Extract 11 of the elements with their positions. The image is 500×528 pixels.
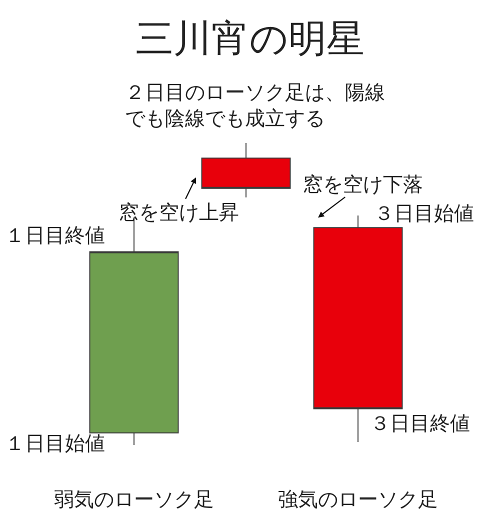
annotation: 窓を空け下落 [303, 172, 423, 196]
annotation: 窓を空け上昇 [119, 200, 239, 224]
annotation: ３日目終値 [370, 411, 470, 435]
candlestick [201, 142, 291, 198]
annotation: １日目始値 [5, 431, 105, 455]
x-tick-label: 強気のローソク足 [278, 487, 438, 511]
annotation: ３日目始値 [374, 201, 474, 225]
annotation: １日目終値 [5, 223, 105, 247]
text: ２日目のローソク足は、陽線でも陰線でも成立する [125, 80, 385, 130]
x-tick-label: 弱気のローソク足 [54, 487, 214, 511]
chart-title: 三川宵の明星 [136, 16, 364, 60]
